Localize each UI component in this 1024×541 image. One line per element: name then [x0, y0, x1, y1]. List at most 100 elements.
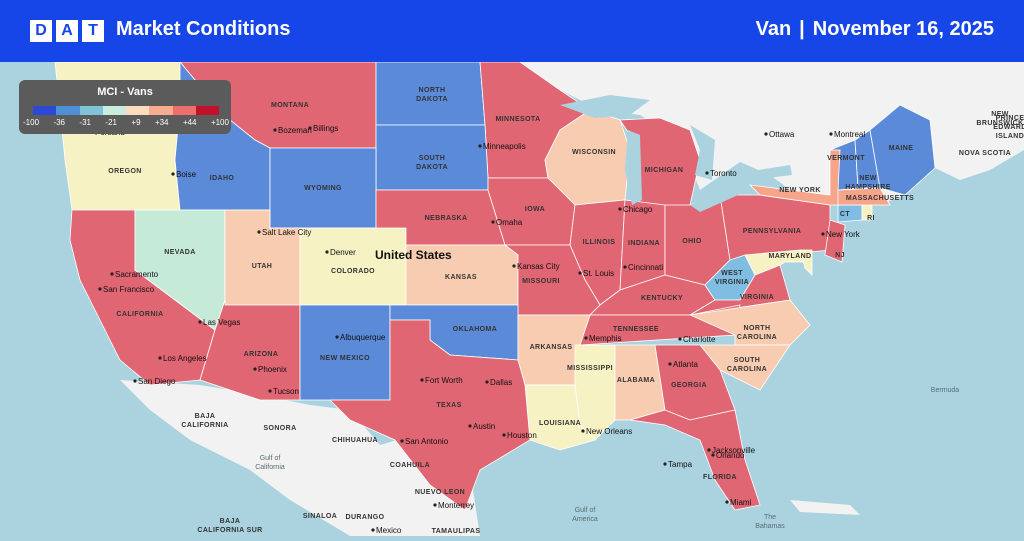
- state-nm[interactable]: [299, 304, 391, 401]
- legend-tick: +34: [154, 118, 169, 127]
- state-label: TENNESSEE: [613, 326, 659, 333]
- region-label: CALIFORNIA SUR: [197, 527, 262, 534]
- state-label: NEW: [859, 175, 877, 182]
- state-ma[interactable]: [837, 187, 891, 206]
- region-label: CHIHUAHUA: [332, 437, 378, 444]
- state-label: IDAHO: [210, 175, 235, 182]
- lake-erie: [690, 185, 745, 212]
- state-label: RI: [867, 215, 875, 222]
- city-label: Tucson: [273, 387, 299, 396]
- city-dot: [110, 272, 114, 276]
- city-label: Los Angeles: [163, 354, 207, 363]
- state-label: VERMONT: [827, 155, 865, 162]
- region-label: TAMAULIPAS: [432, 528, 481, 535]
- state-label: NEBRASKA: [425, 215, 468, 222]
- water-label: California: [255, 464, 285, 471]
- legend-swatch: [126, 106, 150, 115]
- city-dot: [707, 448, 711, 452]
- legend-tick: -36: [53, 118, 65, 127]
- state-label: MASSACHUSETTS: [846, 195, 914, 202]
- water-label: The: [764, 514, 776, 521]
- city-dot: [158, 356, 162, 360]
- city-dot: [678, 337, 682, 341]
- water-label: Bahamas: [755, 523, 785, 530]
- state-label: HAMPSHIRE: [845, 184, 891, 191]
- city-label: Phoenix: [258, 365, 287, 374]
- city-dot: [400, 439, 404, 443]
- state-label: FLORIDA: [703, 474, 737, 481]
- logo-letter: T: [82, 20, 104, 42]
- city-dot: [668, 362, 672, 366]
- state-label: DAKOTA: [416, 96, 448, 103]
- state-tx[interactable]: [329, 319, 531, 511]
- city-dot: [308, 126, 312, 130]
- legend-tick: -31: [79, 118, 91, 127]
- city-dot: [420, 378, 424, 382]
- city-dot: [371, 528, 375, 532]
- city-dot: [253, 367, 257, 371]
- water-label: America: [572, 516, 598, 523]
- city-dot: [468, 424, 472, 428]
- legend-swatch: [79, 106, 103, 115]
- state-label: OHIO: [682, 238, 702, 245]
- state-label: LOUISIANA: [539, 420, 581, 427]
- region-label: DURANGO: [346, 514, 385, 521]
- city-label: Mexico: [376, 526, 402, 535]
- legend-swatch: [102, 106, 126, 115]
- state-label: COLORADO: [331, 268, 375, 275]
- state-nj[interactable]: [824, 219, 846, 263]
- region-label: BAJA: [195, 413, 216, 420]
- state-label: WISCONSIN: [572, 149, 616, 156]
- state-label: ARKANSAS: [530, 344, 573, 351]
- legend-swatch: [195, 106, 219, 115]
- city-dot: [584, 336, 588, 340]
- legend-tick: -21: [105, 118, 117, 127]
- city-label: Sacramento: [115, 270, 159, 279]
- legend-ticks: -100 -36 -31 -21 +9 +34 +44 +100: [23, 118, 229, 127]
- state-label: MINNESOTA: [495, 116, 540, 123]
- city-label: Bozeman: [278, 126, 312, 135]
- region-label: EDWARD: [993, 124, 1024, 131]
- region-label: BRUNSWICK: [976, 120, 1023, 127]
- state-label: IOWA: [525, 206, 545, 213]
- city-label: St. Louis: [583, 269, 614, 278]
- country-label: United States: [375, 248, 452, 262]
- state-label: INDIANA: [628, 240, 660, 247]
- water-label: Gulf of: [575, 507, 596, 514]
- city-label: New York: [826, 230, 861, 239]
- legend-swatch: [172, 106, 196, 115]
- city-dot: [512, 264, 516, 268]
- city-label: Miami: [730, 498, 752, 507]
- city-dot: [133, 379, 137, 383]
- water-label: Bermuda: [931, 387, 960, 394]
- state-vt[interactable]: [829, 139, 859, 191]
- state-label: PENNSYLVANIA: [743, 228, 802, 235]
- state-label: MICHIGAN: [645, 167, 684, 174]
- region-label: NOVA SCOTIA: [959, 150, 1011, 157]
- city-label: New Orleans: [586, 427, 632, 436]
- city-label: Ottawa: [769, 130, 795, 139]
- lake-ontario: [745, 165, 792, 180]
- city-dot: [198, 320, 202, 324]
- state-label: MISSOURI: [522, 278, 560, 285]
- city-label: Fort Worth: [425, 376, 463, 385]
- state-label: TEXAS: [436, 402, 461, 409]
- state-fl[interactable]: [629, 409, 761, 511]
- cuba-land: [790, 500, 860, 515]
- state-de[interactable]: [799, 249, 813, 276]
- city-label: Kansas City: [517, 262, 560, 271]
- mci-legend: MCI - Vans -100 -36 -31 -21 +9 +34 +44 +…: [19, 80, 231, 134]
- city-label: San Francisco: [103, 285, 155, 294]
- city-dot: [478, 144, 482, 148]
- city-label: Monterrey: [438, 501, 474, 510]
- region-label: SONORA: [263, 425, 296, 432]
- water-label: Gulf of: [260, 455, 281, 462]
- city-dot: [618, 207, 622, 211]
- city-label: Toronto: [710, 169, 737, 178]
- state-me[interactable]: [869, 104, 936, 196]
- state-co[interactable]: [299, 227, 407, 306]
- city-label: Denver: [330, 248, 356, 257]
- state-label: ILLINOIS: [583, 239, 616, 246]
- legend-tick: -100: [23, 118, 40, 127]
- region-label: NUEVO LEON: [415, 489, 465, 496]
